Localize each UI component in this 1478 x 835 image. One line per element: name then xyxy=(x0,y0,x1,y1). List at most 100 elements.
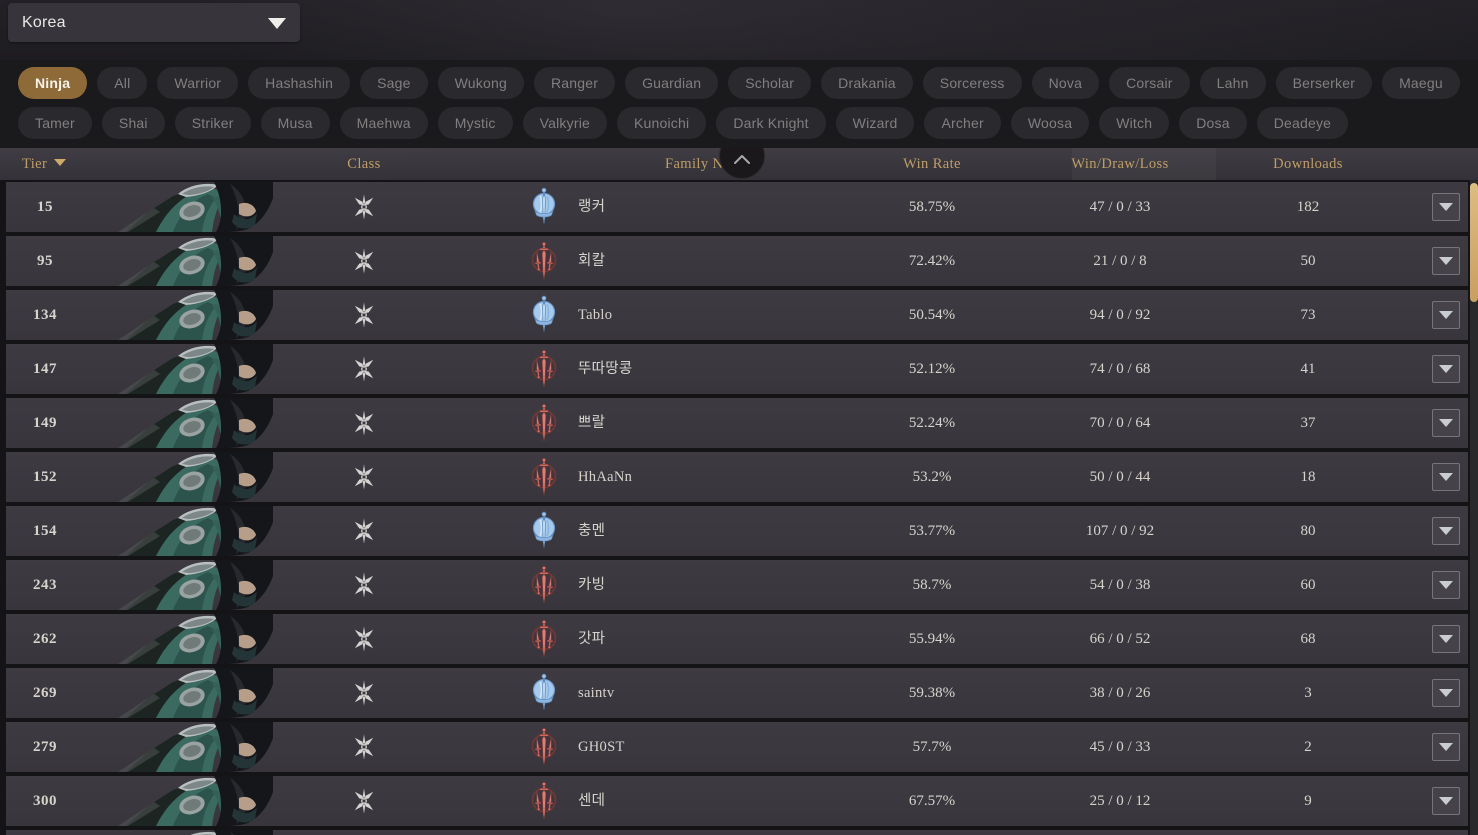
row-expand-button[interactable] xyxy=(1432,517,1460,545)
header-class[interactable]: Class xyxy=(347,156,381,172)
rank-emblem-red-icon xyxy=(529,349,559,389)
family-name: 랭커 xyxy=(578,199,606,215)
ninja-class-icon xyxy=(344,236,384,286)
ninja-class-icon xyxy=(344,614,384,664)
row-expand-button[interactable] xyxy=(1432,409,1460,437)
class-filter-dosa[interactable]: Dosa xyxy=(1179,107,1247,139)
class-filter-wukong[interactable]: Wukong xyxy=(437,67,524,99)
class-filter-warrior[interactable]: Warrior xyxy=(157,67,239,99)
win-draw-loss: 107 / 0 / 92 xyxy=(1085,523,1155,539)
tier-value: 279 xyxy=(33,739,57,755)
win-rate: 52.24% xyxy=(908,415,956,431)
class-filter-witch[interactable]: Witch xyxy=(1099,107,1170,139)
ninja-class-icon xyxy=(344,560,384,610)
row-expand-button[interactable] xyxy=(1432,679,1460,707)
tier-value: 147 xyxy=(33,361,57,377)
class-filter-dark-knight[interactable]: Dark Knight xyxy=(716,107,826,139)
class-filter-sorceress[interactable]: Sorceress xyxy=(922,67,1022,99)
header-win-rate[interactable]: Win Rate xyxy=(903,156,961,172)
tier-value: 154 xyxy=(33,523,57,539)
class-filter-hashashin[interactable]: Hashashin xyxy=(248,67,351,99)
row-expand-button[interactable] xyxy=(1432,733,1460,761)
class-filter-all[interactable]: All xyxy=(97,67,148,99)
table-row[interactable]: 269 saintv 59.38% 38 / 0 / 26 3 xyxy=(6,668,1468,718)
header-tier[interactable]: Tier xyxy=(22,148,67,180)
table-row[interactable]: 152 HhAaNn 53.2% 50 / 0 / 44 18 xyxy=(6,452,1468,502)
class-filter-sage[interactable]: Sage xyxy=(360,67,428,99)
class-filter-striker[interactable]: Striker xyxy=(174,107,251,139)
downloads: 2 xyxy=(1304,739,1312,755)
table-row[interactable]: 147 뚜따땅콩 52.12% 74 / 0 / 68 41 xyxy=(6,344,1468,394)
character-image xyxy=(118,290,273,340)
row-expand-button[interactable] xyxy=(1432,301,1460,329)
family-name: 충멘 xyxy=(578,523,606,539)
tier-value: 134 xyxy=(33,307,57,323)
class-filter-deadeye[interactable]: Deadeye xyxy=(1256,107,1349,139)
win-rate: 52.12% xyxy=(908,361,956,377)
family-name: 회칼 xyxy=(578,253,606,269)
tier-value: 269 xyxy=(33,685,57,701)
class-filter-nova[interactable]: Nova xyxy=(1031,67,1100,99)
class-filter-maehwa[interactable]: Maehwa xyxy=(339,107,428,139)
row-expand-button[interactable] xyxy=(1432,247,1460,275)
class-filter-corsair[interactable]: Corsair xyxy=(1109,67,1190,99)
class-filter-maegu[interactable]: Maegu xyxy=(1382,67,1460,99)
row-expand-button[interactable] xyxy=(1432,571,1460,599)
character-image xyxy=(118,560,273,610)
row-expand-button[interactable] xyxy=(1432,463,1460,491)
class-filter-tamer[interactable]: Tamer xyxy=(18,107,92,139)
class-filter-berserker[interactable]: Berserker xyxy=(1275,67,1373,99)
class-filter-guardian[interactable]: Guardian xyxy=(625,67,719,99)
win-draw-loss: 25 / 0 / 12 xyxy=(1089,793,1151,809)
downloads: 41 xyxy=(1300,361,1316,377)
table-row[interactable]: 95 회칼 72.42% 21 / 0 / 8 50 xyxy=(6,236,1468,286)
class-filter-wizard[interactable]: Wizard xyxy=(835,107,915,139)
rank-emblem-red-icon xyxy=(529,457,559,497)
chevron-down-icon xyxy=(1439,527,1453,535)
class-filter-musa[interactable]: Musa xyxy=(260,107,330,139)
class-filter-archer[interactable]: Archer xyxy=(924,107,1001,139)
table-row[interactable]: 154 충멘 53.77% 107 / 0 / 92 80 xyxy=(6,506,1468,556)
class-filter-mystic[interactable]: Mystic xyxy=(437,107,513,139)
class-filter-valkyrie[interactable]: Valkyrie xyxy=(522,107,607,139)
header-downloads[interactable]: Downloads xyxy=(1273,156,1343,172)
table-row[interactable]: 134 Tablo 50.54% 94 / 0 / 92 73 xyxy=(6,290,1468,340)
row-expand-button[interactable] xyxy=(1432,355,1460,383)
class-filter-scholar[interactable]: Scholar xyxy=(728,67,812,99)
win-rate: 58.75% xyxy=(908,199,956,215)
class-filter-shai[interactable]: Shai xyxy=(101,107,165,139)
rank-emblem-red-icon xyxy=(529,781,559,821)
character-image xyxy=(118,830,273,835)
table-row[interactable]: 262 갓파 55.94% 66 / 0 / 52 68 xyxy=(6,614,1468,664)
class-filter-ninja[interactable]: Ninja xyxy=(18,67,88,99)
class-filter-woosa[interactable]: Woosa xyxy=(1010,107,1090,139)
row-expand-button[interactable] xyxy=(1432,787,1460,815)
tier-value: 149 xyxy=(33,415,57,431)
class-filter-drakania[interactable]: Drakania xyxy=(821,67,913,99)
downloads: 182 xyxy=(1296,199,1320,215)
table-row[interactable]: 300 센데 67.57% 25 / 0 / 12 9 xyxy=(6,776,1468,826)
family-name: 센데 xyxy=(578,793,606,809)
rank-emblem-icon xyxy=(524,722,564,772)
table-row-partial[interactable] xyxy=(6,830,1468,835)
leaderboard-rows: 15 랭커 58.75% 47 / 0 / 33 182 95 회칼 72.42… xyxy=(6,182,1468,835)
ninja-class-icon xyxy=(344,506,384,556)
table-row[interactable]: 279 GH0ST 57.7% 45 / 0 / 33 2 xyxy=(6,722,1468,772)
vertical-scrollbar[interactable] xyxy=(1470,150,1478,835)
row-expand-button[interactable] xyxy=(1432,625,1460,653)
chevron-down-icon xyxy=(1439,311,1453,319)
header-win-draw-loss[interactable]: Win/Draw/Loss xyxy=(1071,156,1169,172)
class-filter-kunoichi[interactable]: Kunoichi xyxy=(617,107,707,139)
region-select[interactable]: Korea xyxy=(8,3,300,42)
family-name: HhAaNn xyxy=(578,469,633,485)
scrollbar-thumb[interactable] xyxy=(1470,183,1478,302)
row-expand-button[interactable] xyxy=(1432,193,1460,221)
table-row[interactable]: 15 랭커 58.75% 47 / 0 / 33 182 xyxy=(6,182,1468,232)
class-filter-ranger[interactable]: Ranger xyxy=(533,67,616,99)
class-filter-lahn[interactable]: Lahn xyxy=(1199,67,1266,99)
tier-value: 95 xyxy=(37,253,53,269)
table-row[interactable]: 149 쁘랄 52.24% 70 / 0 / 64 37 xyxy=(6,398,1468,448)
chevron-down-icon xyxy=(1439,365,1453,373)
table-row[interactable]: 243 카빙 58.7% 54 / 0 / 38 60 xyxy=(6,560,1468,610)
